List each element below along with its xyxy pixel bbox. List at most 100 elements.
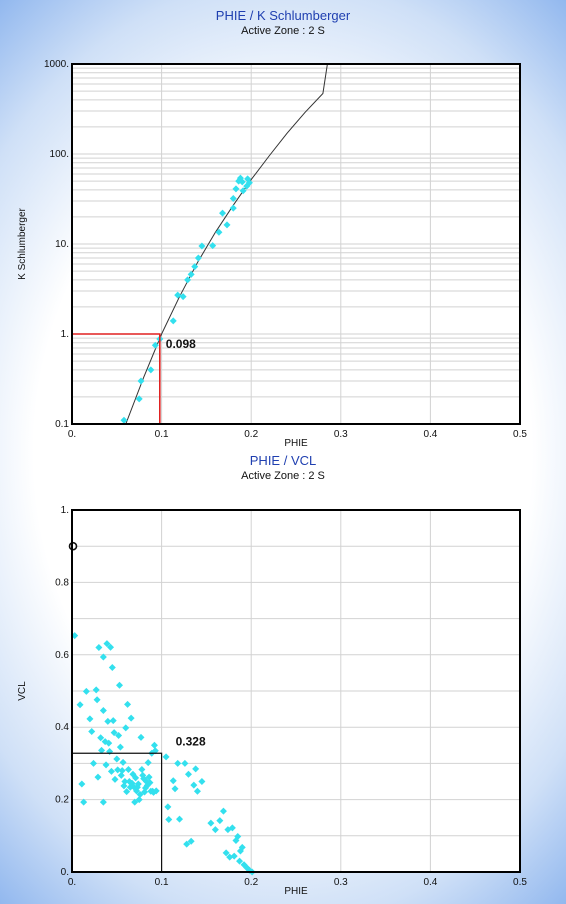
data-point bbox=[171, 785, 179, 793]
data-point bbox=[115, 732, 123, 740]
chart-plot-phie-k: 0. 0.1 0.2 0.3 0.4 0.50.11.10.100.1000.PHIEK … bbox=[17, 59, 527, 449]
x-tick-label: 0.3 bbox=[334, 877, 348, 888]
data-point bbox=[234, 833, 242, 841]
data-point bbox=[135, 796, 143, 804]
data-point bbox=[236, 857, 244, 865]
y-tick-label: 0.8 bbox=[55, 577, 69, 588]
x-tick-label: 0. bbox=[68, 877, 76, 888]
data-point bbox=[110, 729, 118, 737]
y-tick-label: 10. bbox=[55, 239, 69, 250]
data-point bbox=[145, 773, 153, 781]
y-tick-label: 100. bbox=[50, 149, 69, 160]
data-point bbox=[174, 291, 182, 299]
data-point bbox=[127, 714, 135, 722]
data-point bbox=[152, 787, 160, 795]
data-point bbox=[102, 761, 110, 769]
data-point bbox=[124, 700, 132, 708]
data-point bbox=[187, 270, 195, 278]
data-point bbox=[187, 837, 195, 845]
data-point bbox=[192, 765, 200, 773]
data-point bbox=[76, 701, 84, 709]
data-point bbox=[137, 377, 145, 385]
data-point bbox=[144, 759, 152, 767]
data-point bbox=[194, 254, 202, 262]
data-point bbox=[147, 366, 155, 374]
data-point bbox=[219, 807, 227, 815]
data-point bbox=[82, 687, 90, 695]
data-point bbox=[165, 816, 173, 824]
cutoff-line bbox=[72, 333, 161, 424]
chart-panel-phie-vcl: PHIE / VCL Active Zone : 2 S 0. 0.1 0.2 0.3… bbox=[0, 452, 566, 904]
data-point bbox=[131, 798, 139, 806]
data-point bbox=[107, 767, 115, 775]
x-tick-label: 0.4 bbox=[423, 877, 437, 888]
data-point bbox=[164, 803, 172, 811]
data-point bbox=[98, 746, 106, 754]
x-tick-label: 0.2 bbox=[244, 877, 258, 888]
x-tick-label: 0.1 bbox=[155, 429, 169, 440]
data-point bbox=[151, 341, 159, 349]
data-point bbox=[105, 739, 113, 747]
x-axis-label: PHIE bbox=[284, 886, 308, 897]
data-point bbox=[108, 663, 116, 671]
data-point bbox=[123, 788, 131, 796]
x-tick-label: 0.5 bbox=[513, 877, 527, 888]
data-point bbox=[229, 204, 237, 212]
data-point bbox=[94, 773, 102, 781]
data-point bbox=[117, 771, 125, 779]
data-point bbox=[90, 759, 98, 767]
data-point bbox=[223, 221, 231, 229]
chart-panel-phie-k: PHIE / K Schlumberger Active Zone : 2 S … bbox=[17, 8, 527, 449]
plot-frame bbox=[71, 63, 521, 425]
data-point bbox=[119, 758, 127, 766]
cutoff-label: 0.098 bbox=[166, 337, 196, 351]
data-point bbox=[109, 717, 117, 725]
y-tick-label: 0.6 bbox=[55, 650, 69, 661]
y-tick-label: 1. bbox=[61, 505, 69, 516]
y-tick-label: 0.2 bbox=[55, 795, 69, 806]
data-point bbox=[113, 755, 121, 763]
data-point bbox=[114, 766, 122, 774]
data-point bbox=[121, 778, 129, 785]
data-point bbox=[115, 681, 123, 689]
data-point bbox=[116, 743, 124, 751]
data-point bbox=[122, 724, 130, 732]
data-point bbox=[222, 849, 230, 857]
y-tick-label: 0.1 bbox=[55, 419, 69, 430]
chart-title: PHIE / K Schlumberger bbox=[215, 8, 351, 23]
y-tick-label: 1000. bbox=[44, 59, 69, 70]
data-point bbox=[179, 293, 187, 301]
x-tick-label: 0. bbox=[68, 429, 76, 440]
data-point bbox=[232, 837, 240, 845]
y-tick-label: 0.4 bbox=[55, 722, 69, 733]
data-point bbox=[239, 187, 247, 195]
chart-subtitle: Active Zone : 2 S bbox=[241, 470, 325, 482]
data-point bbox=[134, 780, 142, 788]
data-point bbox=[169, 777, 177, 785]
data-point bbox=[181, 759, 189, 767]
data-point bbox=[150, 741, 158, 749]
plot-frame bbox=[71, 509, 521, 873]
data-point bbox=[135, 395, 143, 403]
data-point bbox=[184, 770, 192, 778]
data-point bbox=[198, 778, 206, 785]
y-axis-label: VCL bbox=[17, 681, 28, 701]
x-tick-label: 0.4 bbox=[423, 429, 437, 440]
x-tick-label: 0.2 bbox=[244, 429, 258, 440]
data-point bbox=[174, 759, 182, 767]
data-point bbox=[198, 242, 206, 250]
data-point bbox=[86, 715, 94, 723]
data-point bbox=[193, 787, 201, 795]
data-point bbox=[107, 643, 115, 651]
data-point bbox=[95, 644, 103, 652]
data-point bbox=[209, 242, 217, 250]
data-point bbox=[93, 696, 101, 704]
data-point bbox=[78, 780, 86, 788]
data-point bbox=[169, 317, 177, 325]
x-tick-label: 0.3 bbox=[334, 429, 348, 440]
data-point bbox=[99, 707, 107, 715]
data-point bbox=[124, 766, 132, 774]
data-point bbox=[232, 185, 240, 193]
data-point bbox=[104, 717, 112, 725]
data-point bbox=[211, 826, 219, 834]
